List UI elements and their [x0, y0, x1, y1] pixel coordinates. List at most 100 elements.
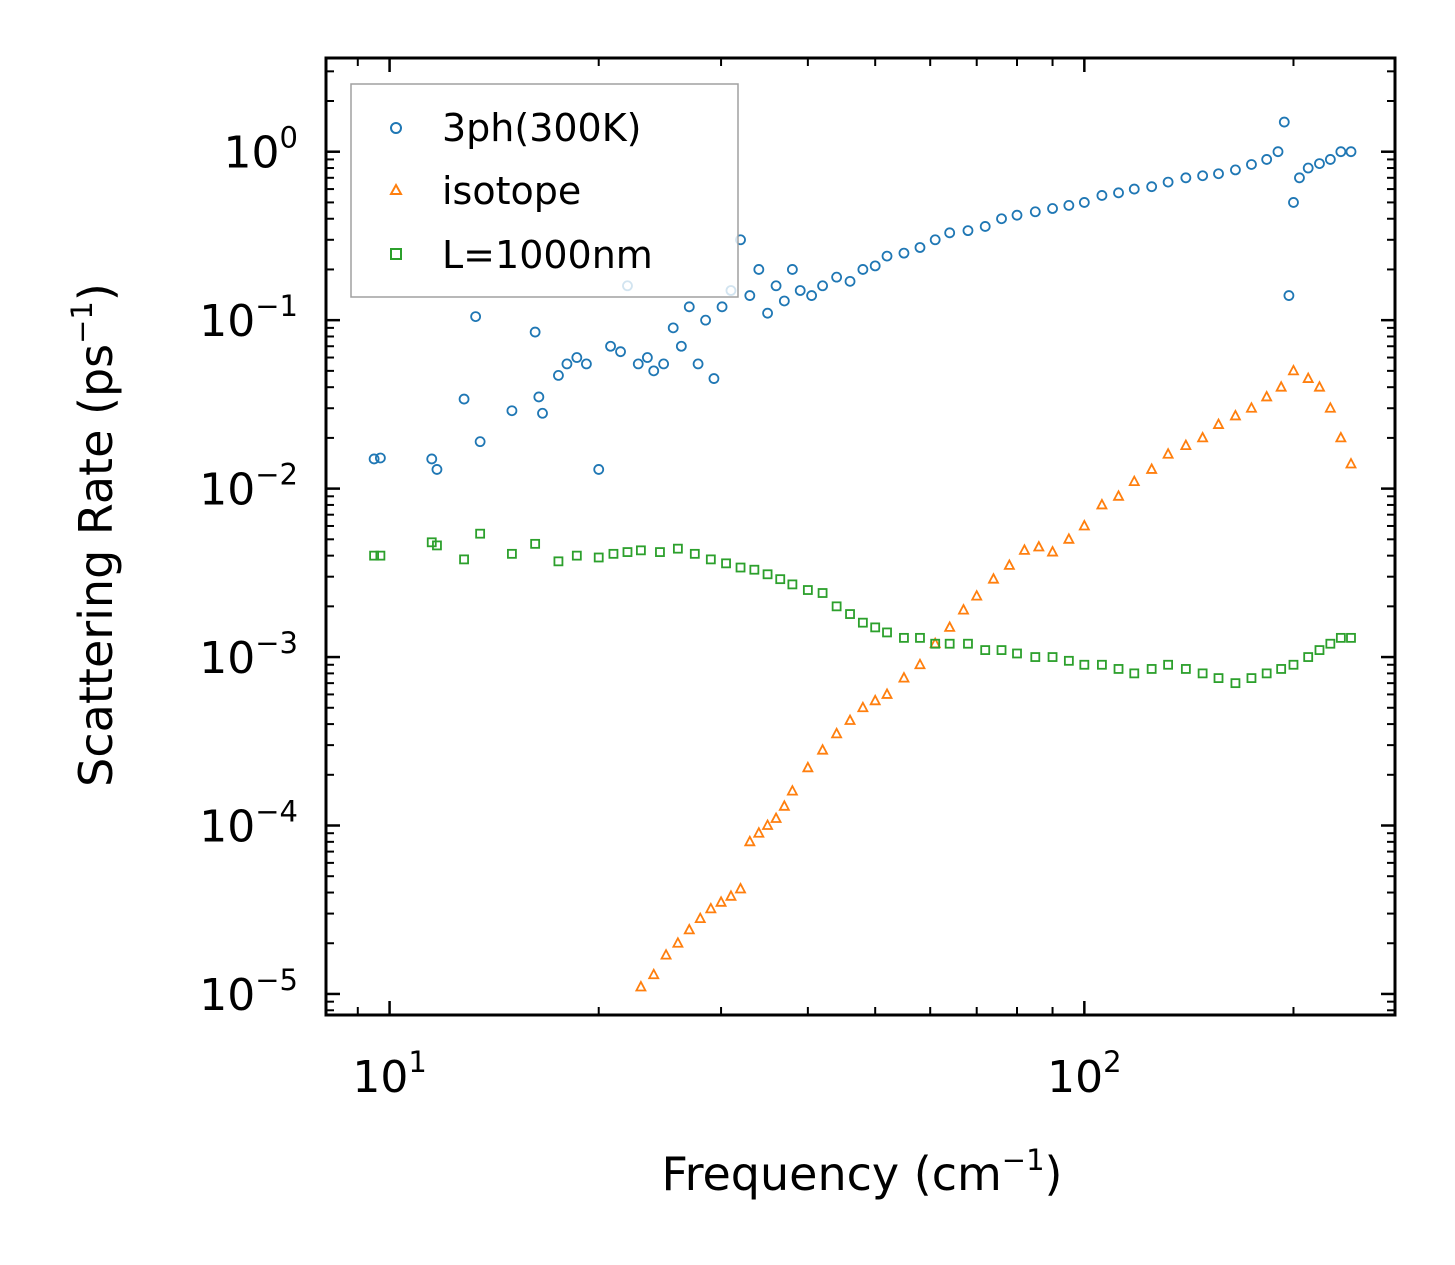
y-tick-base: 10 — [199, 296, 255, 347]
data-point-3ph — [605, 340, 616, 352]
data-point-boundary — [899, 632, 909, 643]
data-point-boundary — [635, 545, 646, 556]
data-point-3ph — [778, 295, 790, 307]
x-axis-label-text: Frequency (cm — [661, 1147, 1001, 1201]
data-point-3ph — [683, 301, 695, 313]
data-point-isotope — [778, 799, 791, 811]
data-point-3ph — [571, 352, 583, 363]
data-point-3ph — [1078, 197, 1090, 208]
data-point-3ph — [426, 453, 438, 465]
data-point-boundary — [1146, 664, 1157, 674]
legend-label-isotope: isotope — [442, 169, 581, 213]
data-point-isotope — [1062, 532, 1075, 544]
data-point-boundary — [622, 547, 633, 557]
data-point-boundary — [459, 554, 469, 565]
data-point-isotope — [844, 713, 857, 725]
data-point-3ph — [641, 352, 653, 363]
data-point-isotope — [1229, 409, 1242, 421]
data-point-3ph — [648, 365, 660, 377]
data-point-isotope — [743, 834, 756, 847]
y-tick-exp: −4 — [255, 795, 298, 829]
data-point-3ph — [979, 221, 991, 232]
data-point-isotope — [1287, 363, 1300, 376]
data-point-3ph — [1335, 146, 1347, 158]
data-point-boundary — [775, 574, 786, 585]
data-point-3ph — [675, 340, 687, 352]
data-point-isotope — [1245, 401, 1258, 413]
data-point-isotope — [1145, 462, 1158, 474]
data-point-isotope — [897, 671, 910, 683]
data-point-isotope — [1212, 417, 1225, 429]
x-axis-label-sup: −1 — [1002, 1143, 1045, 1177]
data-point-3ph — [962, 225, 974, 237]
data-point-isotope — [957, 603, 970, 615]
data-point-isotope — [683, 922, 696, 935]
y-tick-label: 10−3 — [199, 626, 298, 684]
y-tick-base: 10 — [224, 128, 280, 179]
data-point-boundary — [1288, 659, 1299, 670]
data-point-isotope — [830, 726, 843, 739]
data-point-3ph — [561, 358, 573, 370]
data-point-boundary — [1030, 652, 1041, 662]
data-point-3ph — [1180, 172, 1192, 184]
data-point-boundary — [735, 562, 746, 573]
data-point-boundary — [930, 638, 941, 649]
data-point-boundary — [1246, 673, 1257, 684]
data-point-boundary — [608, 548, 619, 559]
data-point-isotope — [1334, 430, 1347, 443]
data-point-3ph — [1230, 164, 1241, 176]
data-point-isotope — [752, 826, 765, 838]
data-point-3ph — [692, 358, 704, 370]
data-point-boundary — [1314, 645, 1325, 655]
data-point-isotope — [1112, 489, 1125, 501]
y-tick-label: 10−2 — [199, 458, 298, 516]
data-point-boundary — [882, 627, 892, 638]
data-point-3ph — [753, 264, 765, 275]
data-point-3ph — [914, 242, 926, 253]
y-tick-base: 10 — [199, 802, 255, 853]
data-point-isotope — [1179, 438, 1192, 451]
data-point-boundary — [802, 585, 813, 595]
data-point-boundary — [915, 632, 925, 643]
y-axis-label-sup: −1 — [65, 301, 99, 344]
data-point-isotope — [913, 657, 926, 670]
data-point-isotope — [1302, 371, 1315, 383]
legend-label-boundary: L=1000nm — [442, 233, 653, 277]
data-point-3ph — [506, 405, 518, 417]
data-point-3ph — [1278, 116, 1290, 128]
data-point-3ph — [996, 213, 1007, 225]
data-point-boundary — [1346, 632, 1356, 643]
data-point-3ph — [458, 393, 470, 405]
data-point-3ph — [1047, 203, 1058, 214]
data-point-isotope — [1095, 498, 1108, 510]
data-point-3ph — [537, 407, 548, 419]
y-tick-exp: −3 — [255, 626, 298, 660]
data-point-3ph — [368, 453, 380, 465]
data-point-boundary — [1097, 659, 1107, 670]
data-point-3ph — [1283, 290, 1295, 301]
data-point-boundary — [475, 528, 486, 539]
data-point-3ph — [374, 452, 386, 464]
data-point-3ph — [944, 227, 956, 239]
data-point-3ph — [1113, 187, 1124, 199]
data-point-boundary — [980, 645, 991, 655]
x-tick-exp: 2 — [1103, 1045, 1121, 1079]
data-point-boundary — [1012, 648, 1022, 659]
data-point-boundary — [1303, 652, 1314, 662]
y-tick-label: 10−4 — [199, 795, 298, 853]
x-tick-exp: 1 — [408, 1045, 426, 1079]
data-point-3ph — [744, 290, 756, 301]
data-point-3ph — [1011, 209, 1023, 221]
data-point-isotope — [715, 895, 728, 907]
data-point-isotope — [1003, 558, 1016, 570]
data-point-isotope — [1275, 380, 1288, 392]
data-point-boundary — [1197, 668, 1208, 679]
legend-box — [350, 83, 739, 298]
y-tick-exp: −2 — [255, 458, 298, 492]
data-point-3ph — [593, 464, 605, 475]
data-point-boundary — [1213, 673, 1224, 684]
data-point-boundary — [817, 588, 828, 598]
data-point-boundary — [655, 547, 665, 557]
